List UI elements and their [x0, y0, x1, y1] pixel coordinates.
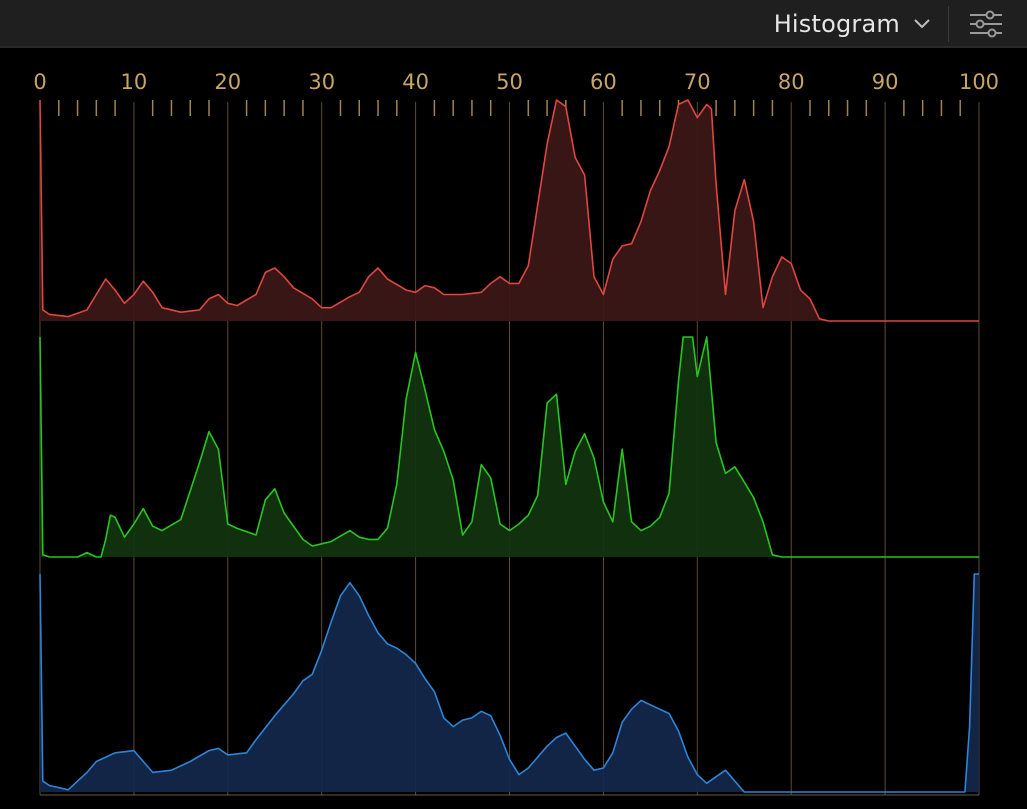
x-tick-label: 0	[33, 70, 46, 94]
histogram-plot: 0 10 20 30 40 50 60 70 80 90 100	[33, 70, 999, 796]
panel-title: Histogram	[773, 10, 900, 38]
blue-area	[40, 574, 979, 792]
x-tick-label: 70	[684, 70, 711, 94]
x-tick-label: 50	[496, 70, 523, 94]
x-tick-label: 100	[959, 70, 999, 94]
blue-line	[39, 573, 979, 793]
sliders-icon[interactable]	[962, 6, 1010, 42]
x-tick-label: 40	[402, 70, 429, 94]
x-tick-label: 60	[590, 70, 617, 94]
x-tick-label: 10	[121, 70, 148, 94]
red-area	[40, 100, 979, 321]
x-tick-label: 30	[308, 70, 335, 94]
green-area	[40, 337, 979, 557]
red-line	[39, 99, 979, 322]
histogram-dropdown[interactable]: Histogram	[774, 0, 932, 48]
x-tick-label: 20	[214, 70, 241, 94]
panel-header: Histogram	[0, 0, 1027, 48]
x-tick-label: 80	[778, 70, 805, 94]
x-tick-label: 90	[872, 70, 899, 94]
header-divider	[948, 6, 949, 42]
chevron-down-icon	[914, 19, 930, 29]
green-line	[39, 336, 979, 558]
